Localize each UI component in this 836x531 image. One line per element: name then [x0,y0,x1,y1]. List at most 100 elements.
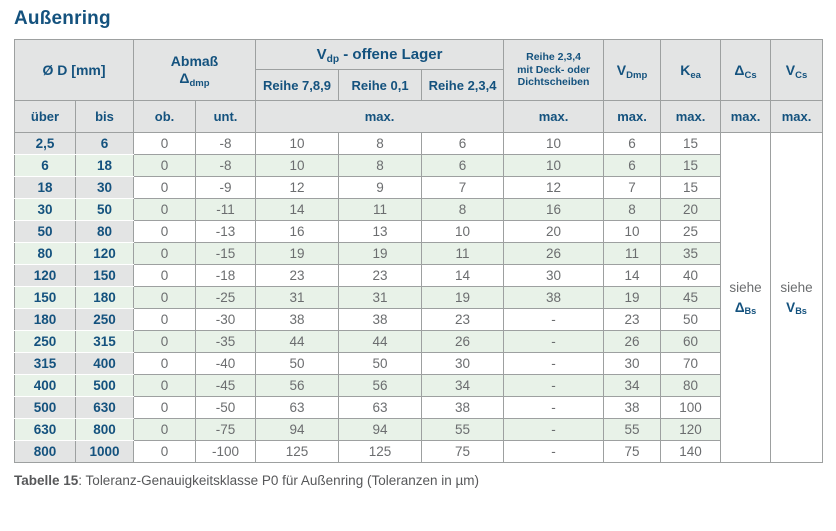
tolerance-value-cell: 30 [603,352,662,375]
diameter-range-cell: 180 [75,286,134,309]
diameter-range-cell: 30 [14,198,76,221]
tolerance-value-cell: -25 [194,286,257,309]
tolerance-value-cell: -45 [194,374,257,397]
tolerance-value-cell: 34 [603,374,662,397]
diameter-range-cell: 630 [75,396,134,419]
table-row: 800 1000 0 -100 125 125 75-75 140 [14,440,823,463]
tolerance-value-cell: 6 [421,154,505,177]
tolerance-value-cell: 63 [255,396,340,419]
tolerance-value-cell: 12 [503,176,605,199]
tolerance-table: Ø D [mm] Abmaß Δdmp Vdp - offene Lager R… [14,39,824,463]
tolerance-value-cell: 0 [133,352,196,375]
tolerance-value-cell: 19 [338,242,423,265]
header-max-vdp: max. [255,100,505,133]
tolerance-value-cell: 44 [255,330,340,353]
tolerance-value-cell: - [503,330,605,353]
tolerance-value-cell: 70 [660,352,722,375]
tolerance-value-cell: 56 [338,374,423,397]
tolerance-value-cell: 0 [133,440,196,463]
tolerance-value-cell: 20 [503,220,605,243]
diameter-range-cell: 18 [14,176,76,199]
header-max-dcs: max. [720,100,772,133]
header-unt: unt. [194,100,257,133]
tolerance-value-cell: 8 [603,198,662,221]
diameter-range-cell: 500 [14,396,76,419]
tolerance-value-cell: -30 [194,308,257,331]
tolerance-value-cell: 0 [133,374,196,397]
table-row: 50 80 0 -13 16 13 10 20 10 25 [14,220,823,243]
tolerance-value-cell: 11 [421,242,505,265]
header-max-vdmp: max. [603,100,662,133]
header-vcs: VCs [770,39,824,101]
tolerance-value-cell: 23 [338,264,423,287]
table-row: 150 180 0 -25 31 31 19 38 19 45 [14,286,823,309]
tolerance-value-cell: 38 [338,308,423,331]
table-row: 80 120 0 -15 19 19 11 26 11 35 [14,242,823,265]
tolerance-value-cell: 0 [133,264,196,287]
tolerance-value-cell: 8 [421,198,505,221]
tolerance-value-cell: 31 [338,286,423,309]
tolerance-value-cell: 11 [338,198,423,221]
diameter-range-cell: 500 [75,374,134,397]
tolerance-value-cell: 23 [603,308,662,331]
tolerance-value-cell: 19 [421,286,505,309]
tolerance-value-cell: - [503,440,605,463]
tolerance-value-cell: -11 [194,198,257,221]
diameter-range-cell: 315 [14,352,76,375]
tolerance-value-cell: 11 [603,242,662,265]
caption-label: Tabelle 15 [14,473,79,488]
tolerance-value-cell: 26 [503,242,605,265]
header-ueber: über [14,100,76,133]
tolerance-value-cell: 0 [133,132,196,155]
header-kea: Kea [660,39,722,101]
tolerance-value-cell: 31 [255,286,340,309]
table-row: 630 800 0 -75 94 94 55-55 120 [14,418,823,441]
header-bis: bis [75,100,134,133]
diameter-range-cell: 50 [14,220,76,243]
table-row: 400 500 0 -45 56 56 34-34 80 [14,374,823,397]
tolerance-value-cell: -40 [194,352,257,375]
header-reihe-01: Reihe 0,1 [338,69,423,101]
tolerance-value-cell: 16 [503,198,605,221]
tolerance-value-cell: 63 [338,396,423,419]
tolerance-value-cell: 0 [133,286,196,309]
tolerance-value-cell: 30 [503,264,605,287]
tolerance-value-cell: 80 [660,374,722,397]
tolerance-value-cell: 7 [603,176,662,199]
tolerance-value-cell: 94 [255,418,340,441]
header-max-kea: max. [660,100,722,133]
tolerance-value-cell: 0 [133,242,196,265]
tolerance-value-cell: 45 [660,286,722,309]
tolerance-value-cell: 0 [133,198,196,221]
tolerance-value-cell: 44 [338,330,423,353]
tolerance-value-cell: 0 [133,308,196,331]
table-row: 315 400 0 -40 50 50 30-30 70 [14,352,823,375]
tolerance-value-cell: 10 [255,154,340,177]
diameter-range-cell: 800 [14,440,76,463]
tolerance-value-cell: 0 [133,220,196,243]
tolerance-value-cell: - [503,418,605,441]
diameter-range-cell: 180 [14,308,76,331]
tolerance-value-cell: -50 [194,396,257,419]
tolerance-value-cell: 55 [603,418,662,441]
table-row: 250 315 0 -35 44 44 26-26 60 [14,330,823,353]
diameter-range-cell: 6 [75,132,134,155]
tolerance-value-cell: 120 [660,418,722,441]
tolerance-value-cell: 19 [603,286,662,309]
tolerance-value-cell: 23 [255,264,340,287]
diameter-range-cell: 80 [75,220,134,243]
tolerance-value-cell: 100 [660,396,722,419]
tolerance-value-cell: 55 [421,418,505,441]
diameter-range-cell: 120 [14,264,76,287]
tolerance-value-cell: 50 [255,352,340,375]
tolerance-value-cell: 19 [255,242,340,265]
header-ob: ob. [133,100,196,133]
table-row: 180 250 0 -30 38 38 23-23 50 [14,308,823,331]
tolerance-value-cell: 8 [338,132,423,155]
page: Außenring Ø D [mm] Abmaß Δdmp Vdp - offe… [14,8,824,488]
diameter-range-cell: 50 [75,198,134,221]
table-row: 18 30 0 -9 12 9 7 12 7 15 [14,176,823,199]
tolerance-value-cell: 8 [338,154,423,177]
tolerance-value-cell: 38 [503,286,605,309]
tolerance-value-cell: 38 [255,308,340,331]
